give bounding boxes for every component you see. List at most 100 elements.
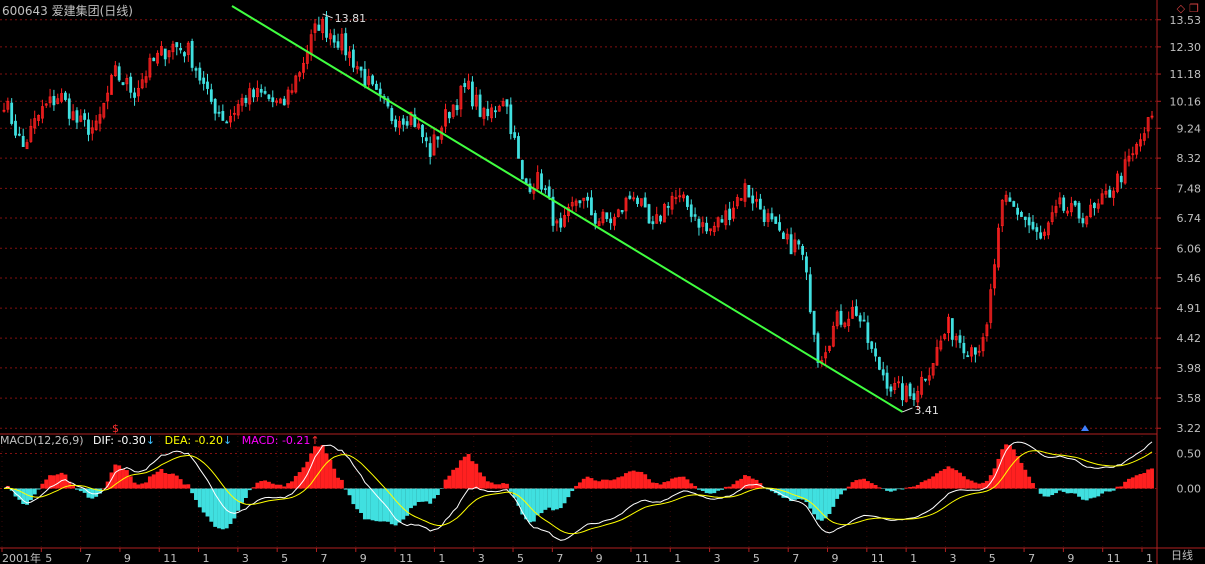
candle-body [597, 221, 601, 227]
candle-body [935, 347, 939, 366]
candle-body [190, 40, 194, 68]
candle-body [206, 81, 209, 89]
macd-value: MACD: -0.21 [241, 434, 311, 447]
candle-body [344, 33, 348, 56]
candle-body [1085, 216, 1089, 225]
candle-body [390, 108, 394, 121]
price-tick-label: 5.46 [1177, 272, 1202, 285]
price-tick-label: 4.91 [1177, 302, 1202, 315]
candle-body [432, 134, 436, 156]
candle-body [375, 83, 378, 90]
candle-body [613, 216, 616, 226]
candle-body [916, 391, 920, 403]
candle-body [413, 114, 417, 127]
candle-body [989, 289, 993, 323]
candle-body [693, 214, 697, 217]
dea-value: DEA: -0.20 [164, 434, 224, 447]
candle-body [240, 97, 244, 106]
candle-body [21, 135, 25, 147]
candle-body [1135, 143, 1139, 155]
time-tick-label: 9 [1067, 552, 1074, 564]
dea-arrow-icon: ↓ [223, 434, 233, 447]
candle-body [1089, 204, 1092, 218]
candle-body [1031, 221, 1035, 230]
candle-body [1050, 212, 1054, 222]
candle-body [755, 199, 758, 202]
candle-body [102, 103, 106, 118]
time-tick-label: 9 [360, 552, 367, 564]
candle-body [593, 213, 597, 224]
candle-body [720, 219, 724, 223]
candle-body [770, 213, 774, 220]
candle-body [1016, 207, 1020, 215]
candle-body [40, 106, 44, 119]
candle-body [140, 79, 144, 89]
candle-body [590, 197, 593, 216]
candle-body [789, 234, 793, 255]
candle-body [409, 111, 413, 125]
diamond-icon[interactable]: ◇ [1176, 2, 1186, 15]
candle-body [843, 322, 847, 327]
candle-body [87, 119, 90, 135]
candle-body [83, 113, 87, 120]
candle-body [801, 246, 805, 255]
candle-body [862, 319, 866, 322]
period-selector[interactable]: 日线 [1171, 549, 1193, 562]
candle-body [785, 233, 789, 240]
candle-body [559, 218, 563, 228]
macd-tick-label: 0.50 [1177, 448, 1202, 461]
candle-body [160, 46, 163, 56]
candle-body [643, 197, 647, 208]
candle-body [620, 210, 624, 213]
time-tick-label: 5 [517, 552, 524, 564]
candle-body [686, 195, 689, 207]
candle-body [490, 107, 494, 119]
macd-indicator-label[interactable]: MACD(12,26,9) [0, 434, 84, 447]
candle-body [870, 341, 874, 349]
price-tick-label: 8.32 [1177, 152, 1202, 165]
candle-body [282, 98, 286, 106]
candle-body [1043, 231, 1046, 236]
restore-window-icon[interactable]: ❐ [1189, 2, 1199, 15]
candle-body [524, 178, 528, 184]
candle-body [1116, 173, 1119, 192]
candle-body [398, 120, 401, 128]
candle-body [1081, 218, 1085, 224]
candle-body [317, 24, 321, 31]
candle-body [1123, 159, 1127, 184]
chart-title: 600643 爱建集团(日线) [2, 4, 133, 18]
time-tick-label: 7 [320, 552, 327, 564]
candle-body [121, 82, 125, 85]
candle-body [394, 119, 398, 128]
candle-body [367, 76, 371, 85]
candle-body [751, 195, 755, 204]
candle-body [678, 195, 682, 198]
candle-body [1108, 189, 1112, 198]
candle-body [985, 324, 989, 337]
candle-body [355, 66, 359, 70]
signal-triangle-icon [1081, 425, 1089, 431]
time-tick-label: 5 [45, 552, 52, 564]
candle-body [912, 393, 916, 401]
price-tick-label: 12.30 [1170, 41, 1202, 54]
candle-body [666, 206, 670, 208]
candle-body [25, 142, 29, 150]
candle-body [1004, 194, 1008, 202]
candle-body [1062, 197, 1066, 211]
candle-body [179, 47, 183, 51]
candle-body [71, 111, 75, 121]
candle-body [494, 110, 497, 113]
candle-body [175, 42, 179, 48]
candle-body [117, 66, 121, 81]
candle-body [417, 123, 421, 129]
candle-body [639, 198, 643, 206]
candle-body [1139, 139, 1142, 147]
window-controls[interactable]: ◇ ❐ [1173, 2, 1199, 15]
candle-body [248, 88, 252, 105]
time-tick-label: 1 [203, 552, 210, 564]
candle-body [628, 195, 632, 199]
candle-body [106, 92, 110, 102]
candle-body [451, 104, 455, 117]
candle-body [1027, 217, 1031, 226]
